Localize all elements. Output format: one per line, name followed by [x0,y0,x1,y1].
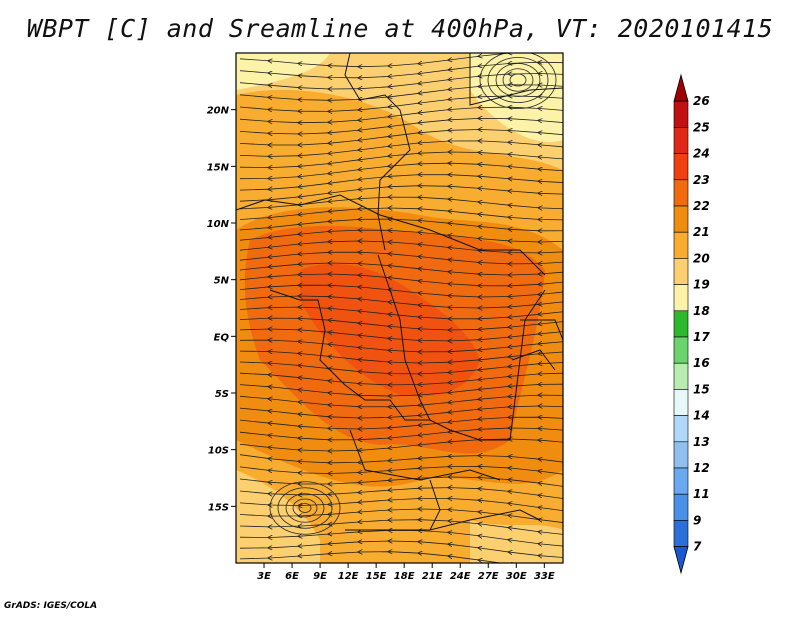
colorbar-label: 18 [693,304,710,318]
lon-tick-label: 30E [506,571,527,582]
lon-tick-label: 33E [534,571,555,582]
colorbar-swatch [673,100,689,128]
colorbar-swatch [673,389,689,416]
colorbar-label: 23 [693,173,710,187]
colorbar-swatch [673,336,689,364]
lon-tick-label: 6E [285,571,299,582]
colorbar-swatch [673,284,689,312]
lon-tick-label: 12E [338,571,359,582]
circulation-streamline [487,57,549,103]
colorbar-swatch [673,231,689,259]
lon-tick-label: 24E [450,571,471,582]
latitude-axis: 20N 15N 10N 5N EQ 5S 10S 15S [207,106,236,513]
colorbar-swatch [673,127,689,154]
lon-tick-label: 27E [478,571,499,582]
colorbar-label: 20 [693,251,710,265]
colorbar: 26 25 24 23 22 21 20 19 18 17 16 15 14 13 12 11 9 7 [673,73,710,575]
circulation-streamline [277,487,333,529]
colorbar-label: 22 [693,199,710,213]
colorbar-label: 26 [693,94,710,108]
colorbar-swatch [673,467,689,495]
lat-tick-label: 5S [215,389,229,400]
colorbar-label: 21 [693,225,710,239]
lat-tick-label: 5N [214,276,230,287]
lon-tick-label: 9E [313,571,327,582]
colorbar-arrow-top [673,73,689,102]
colorbar-label: 11 [693,487,710,501]
streamline [239,439,563,451]
lon-tick-label: 21E [422,571,443,582]
chart-title: WBPT [C] and Sreamline at 400hPa, VT: 20… [26,14,774,43]
streamline [239,509,563,523]
lat-tick-label: 15S [208,502,229,513]
colorbar-swatch [673,153,689,181]
colorbar-swatch [673,520,689,547]
streamline [239,477,563,487]
streamline [239,552,570,563]
circulation-streamline [509,73,527,87]
streamline [239,466,563,475]
colorbar-label: 9 [693,513,701,527]
circulation-streamline [502,68,534,92]
circulation-streamline [269,481,341,535]
streamline [239,499,563,512]
lat-tick-label: 10N [207,219,230,230]
lat-tick-label: EQ [214,332,230,343]
circulation-streamline [285,493,325,523]
colorbar-swatch [673,362,689,390]
lat-tick-label: 10S [208,446,229,457]
colorbar-swatch [673,258,689,285]
colorbar-label: 15 [693,382,710,396]
colorbar-label: 13 [693,435,710,449]
colorbar-label: 17 [693,330,710,344]
colorbar-swatch [673,415,689,443]
colorbar-swatch [673,205,689,233]
credit-label: GrADS: IGES/COLA [4,601,98,611]
circulation-streamline [298,503,312,513]
lon-tick-label: 3E [257,571,271,582]
colorbar-label: 7 [693,540,702,554]
lat-tick-label: 15N [207,162,230,173]
colorbar-label: 24 [693,147,710,161]
map-frame [235,52,564,564]
colorbar-swatch [673,179,689,207]
colorbar-label: 25 [693,120,710,134]
colorbar-label: 16 [693,356,710,370]
streamlines [239,53,570,563]
lon-tick-label: 15E [366,571,387,582]
colorbar-label: 14 [693,409,710,423]
colorbar-label: 19 [693,278,710,292]
lat-tick-label: 20N [207,106,230,117]
colorbar-swatch [673,441,689,469]
lon-tick-label: 18E [394,571,415,582]
colorbar-swatch [673,310,689,338]
colorbar-arrow-bottom [673,546,689,575]
circulation-streamline [479,53,557,109]
colorbar-label: 12 [693,461,710,475]
streamline [239,455,563,463]
circulation-streamline [495,63,541,97]
streamline [239,488,563,499]
colorbar-swatch [673,493,689,521]
longitude-axis: 3E 6E 9E 12E 15E 18E 21E 24E 27E 30E 33E [257,563,555,582]
circulation-streamline [292,498,318,518]
country-borders [236,53,563,531]
